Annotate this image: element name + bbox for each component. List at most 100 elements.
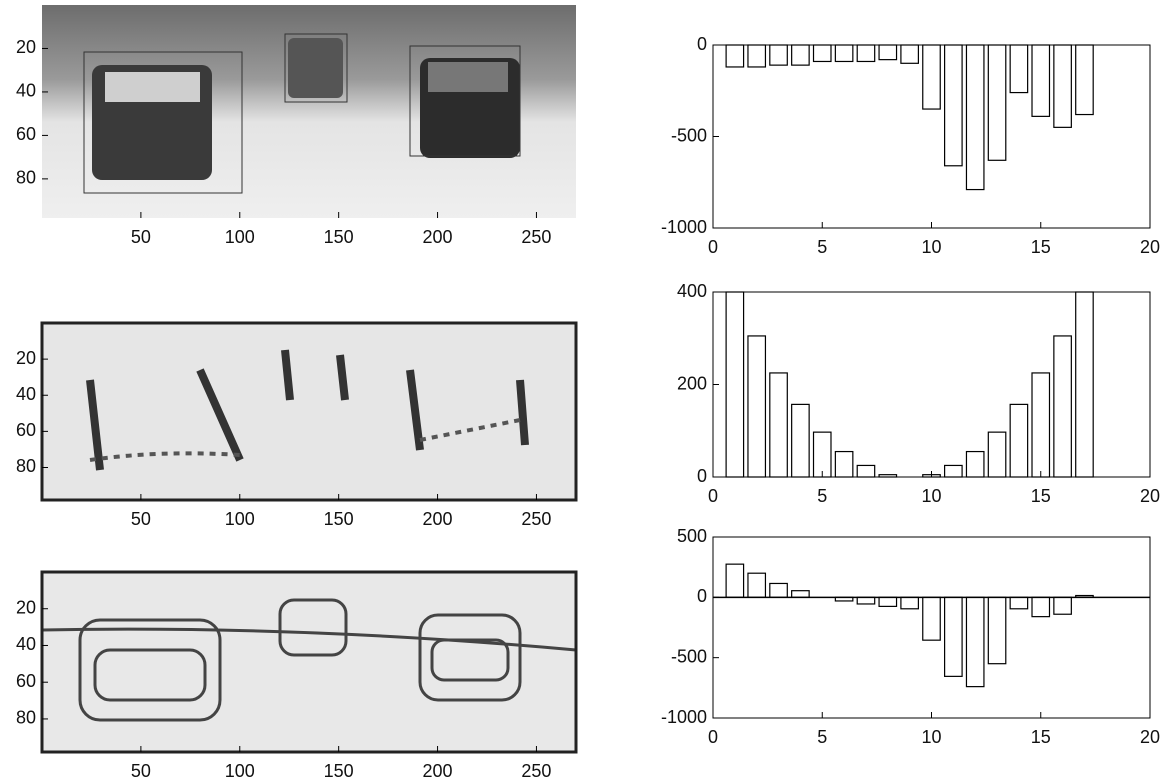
bar (922, 596, 941, 641)
bar (944, 464, 963, 478)
bar (769, 372, 788, 478)
y-tick-label: 20 (16, 597, 36, 617)
x-tick-label: 15 (1031, 237, 1051, 257)
bar (922, 44, 941, 110)
y-tick-label: 0 (697, 34, 707, 54)
bar (834, 44, 854, 63)
x-tick-label: 150 (324, 227, 354, 247)
bar (1031, 44, 1051, 117)
bar (1009, 596, 1029, 610)
bar (791, 590, 810, 598)
bar (856, 44, 876, 63)
bar (987, 596, 1007, 665)
y-tick-label: 80 (16, 456, 36, 476)
x-tick-label: 50 (131, 761, 151, 781)
image-1 (42, 5, 576, 218)
y-tick-label: 0 (697, 586, 707, 606)
x-tick-label: 15 (1031, 486, 1051, 506)
x-tick-label: 5 (817, 237, 827, 257)
bar (812, 44, 832, 63)
bar (1075, 291, 1094, 478)
x-tick-label: 150 (324, 761, 354, 781)
bar (747, 335, 767, 478)
bar (747, 572, 767, 598)
x-tick-label: 20 (1140, 486, 1160, 506)
bar (812, 431, 832, 478)
x-tick-label: 0 (708, 727, 718, 747)
bar (856, 596, 876, 605)
x-tick-label: 5 (817, 727, 827, 747)
bar (1031, 596, 1051, 618)
y-tick-label: -500 (671, 125, 707, 145)
x-tick-label: 250 (521, 509, 551, 529)
bar (769, 582, 788, 598)
x-tick-label: 10 (921, 486, 941, 506)
y-tick-label: 20 (16, 348, 36, 368)
image-2 (40, 321, 578, 502)
x-tick-label: 20 (1140, 727, 1160, 747)
x-tick-label: 250 (521, 227, 551, 247)
x-tick-label: 100 (225, 227, 255, 247)
x-tick-label: 200 (423, 761, 453, 781)
bar (856, 464, 876, 478)
bar (878, 44, 898, 61)
bar (725, 563, 745, 598)
bar (1031, 372, 1051, 478)
bar (769, 44, 788, 66)
x-tick-label: 100 (225, 761, 255, 781)
y-tick-label: 60 (16, 671, 36, 691)
x-tick-label: 50 (131, 227, 151, 247)
bar (965, 450, 985, 478)
y-tick-label: 20 (16, 37, 36, 57)
bar (1053, 596, 1072, 615)
bar (878, 596, 898, 607)
bar (878, 474, 898, 478)
y-tick-label: 40 (16, 384, 36, 404)
y-tick-label: -1000 (661, 707, 707, 727)
bar (900, 44, 919, 64)
bar (987, 431, 1007, 478)
y-tick-label: 400 (677, 281, 707, 301)
y-tick-label: 200 (677, 373, 707, 393)
y-tick-label: 60 (16, 420, 36, 440)
bar (725, 291, 745, 478)
image-3 (40, 570, 578, 754)
x-tick-label: 250 (521, 761, 551, 781)
bar (1075, 44, 1094, 116)
y-tick-label: 500 (677, 526, 707, 546)
bar (944, 596, 963, 677)
bar (1053, 335, 1072, 478)
bar (791, 44, 810, 66)
x-tick-label: 0 (708, 237, 718, 257)
y-tick-label: 80 (16, 168, 36, 188)
bar (1009, 403, 1029, 478)
x-tick-label: 10 (921, 237, 941, 257)
x-tick-label: 5 (817, 486, 827, 506)
bar (965, 596, 985, 688)
bar (987, 44, 1007, 161)
bar (944, 44, 963, 167)
x-tick-label: 100 (225, 509, 255, 529)
bar (725, 44, 745, 68)
x-tick-label: 20 (1140, 237, 1160, 257)
x-tick-label: 200 (423, 509, 453, 529)
x-tick-label: 10 (921, 727, 941, 747)
bar (834, 450, 854, 478)
bar (1053, 44, 1072, 128)
x-tick-label: 0 (708, 486, 718, 506)
y-tick-label: -500 (671, 646, 707, 666)
y-tick-label: 60 (16, 124, 36, 144)
x-tick-label: 15 (1031, 727, 1051, 747)
bar (747, 44, 767, 68)
x-tick-label: 150 (324, 509, 354, 529)
x-tick-label: 50 (131, 509, 151, 529)
bar (791, 403, 810, 478)
y-tick-label: 40 (16, 81, 36, 101)
y-tick-label: 0 (697, 466, 707, 486)
bar (1009, 44, 1029, 94)
bar (965, 44, 985, 191)
bar (900, 596, 919, 610)
y-tick-label: 80 (16, 708, 36, 728)
y-tick-label: 40 (16, 634, 36, 654)
